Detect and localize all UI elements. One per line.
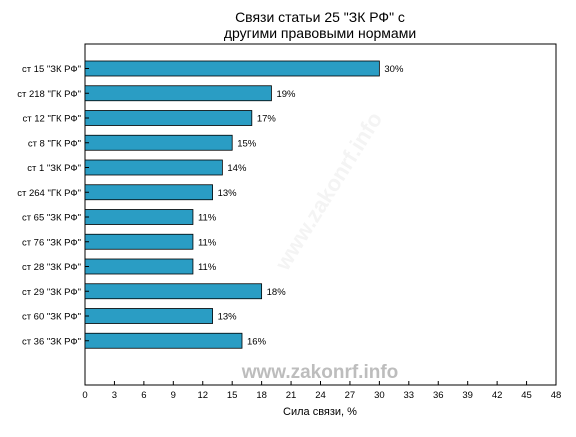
data-label: 17% — [257, 114, 277, 125]
category-label: ст 28 "ЗК РФ" — [22, 262, 81, 273]
data-label: 30% — [384, 64, 404, 75]
chart-title-line-1: Связи статьи 25 "ЗК РФ" с — [235, 9, 405, 25]
x-tick-label: 18 — [256, 390, 267, 401]
data-label: 18% — [267, 287, 287, 298]
bar — [84, 233, 194, 250]
category-label: ст 15 "ЗК РФ" — [22, 64, 81, 75]
bar — [84, 258, 194, 275]
bar — [84, 134, 233, 151]
bar — [84, 332, 243, 349]
category-label: ст 36 "ЗК РФ" — [22, 336, 81, 347]
category-label: ст 29 "ЗК РФ" — [22, 287, 81, 298]
x-tick-label: 6 — [141, 390, 146, 401]
data-label: 13% — [218, 188, 238, 199]
category-label: ст 8 "ГК РФ" — [28, 138, 81, 149]
bar — [84, 85, 272, 102]
x-tick-label: 0 — [82, 390, 87, 401]
x-tick-label: 21 — [286, 390, 297, 401]
category-label: ст 76 "ЗК РФ" — [22, 237, 81, 248]
chart-title-line-2: другими правовыми нормами — [224, 25, 416, 41]
category-label: ст 218 "ГК РФ" — [17, 89, 81, 100]
category-label: ст 60 "ЗК РФ" — [22, 312, 81, 323]
x-tick-label: 12 — [197, 390, 208, 401]
watermark: www.zakonrf.info — [241, 362, 399, 383]
bar — [84, 159, 223, 176]
x-tick-label: 24 — [315, 390, 326, 401]
bar — [84, 209, 194, 225]
data-label: 11% — [198, 262, 217, 273]
x-tick-label: 3 — [112, 390, 117, 401]
bar — [84, 110, 253, 126]
bar — [84, 60, 380, 77]
category-label: ст 12 "ГК РФ" — [23, 114, 81, 125]
bar — [84, 184, 213, 201]
data-label: 19% — [276, 89, 296, 100]
x-tick-label: 33 — [404, 390, 415, 401]
data-label: 11% — [198, 213, 217, 224]
x-tick-label: 9 — [171, 390, 176, 401]
category-label: ст 1 "ЗК РФ" — [27, 163, 81, 174]
x-tick-label: 48 — [551, 390, 562, 401]
x-tick-label: 45 — [521, 390, 532, 401]
watermark-diagonal: www.zakonrf.info — [269, 108, 387, 276]
x-tick-label: 39 — [462, 390, 473, 401]
bar — [84, 283, 263, 300]
data-label: 16% — [247, 336, 267, 347]
x-tick-label: 27 — [345, 390, 356, 401]
data-label: 13% — [218, 312, 238, 323]
x-tick-label: 42 — [492, 390, 503, 401]
x-tick-label: 30 — [374, 390, 385, 401]
x-axis-label: Сила связи, % — [283, 406, 357, 418]
data-label: 15% — [237, 138, 257, 149]
x-tick-label: 36 — [433, 390, 444, 401]
bars-layer: ст 15 "ЗК РФ" 30% ст 218 "ГК РФ" 19% ст 12 "… — [17, 60, 404, 349]
data-label: 11% — [198, 237, 217, 248]
data-label: 14% — [227, 163, 247, 174]
bar — [84, 308, 213, 324]
x-tick-label: 15 — [227, 390, 238, 401]
category-label: ст 264 "ГК РФ" — [17, 188, 81, 199]
category-label: ст 65 "ЗК РФ" — [22, 213, 81, 224]
x-axis: 0 3 6 9 12 15 18 21 24 27 30 33 36 39 42 45 48 — [82, 381, 561, 401]
